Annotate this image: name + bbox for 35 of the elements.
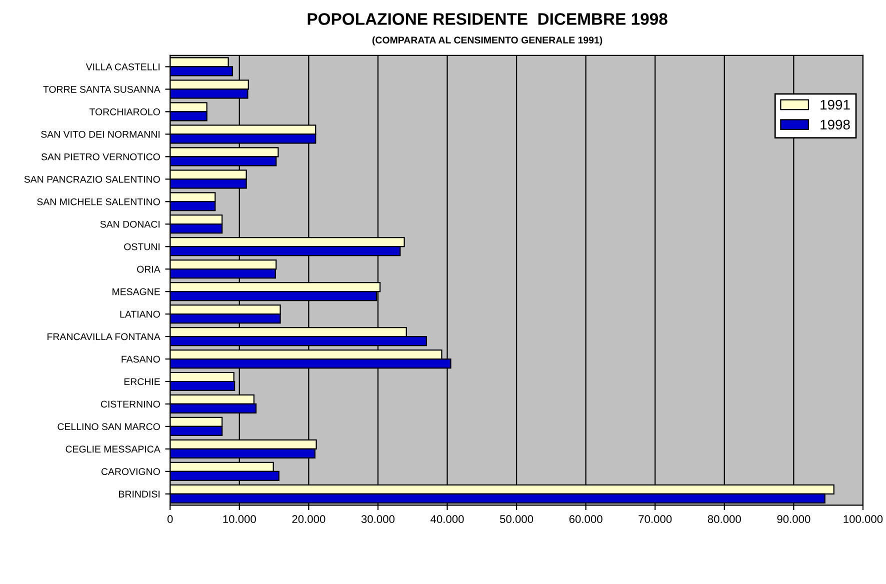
y-tick-label: OSTUNI: [124, 243, 160, 250]
y-tick-label: MESAGNE: [112, 288, 160, 296]
y-tick-label: TORCHIAROLO: [89, 108, 160, 116]
y-tick-label: SAN DONACI: [100, 220, 160, 228]
y-tick-label: SAN MICHELE SALENTINO: [37, 198, 160, 206]
x-tick-label: 80.000: [708, 515, 741, 524]
x-tick-label: 100.000: [844, 515, 883, 524]
x-tick-label: 40.000: [430, 515, 464, 524]
y-tick-label: SAN PIETRO VERNOTICO: [41, 153, 160, 160]
y-tick-label: CAROVIGNO: [101, 468, 160, 476]
legend-label: 1991: [820, 100, 850, 110]
y-tick-label: VILLA CASTELLI: [86, 63, 160, 70]
x-tick-label: 30.000: [361, 515, 395, 524]
x-tick-label: 90.000: [777, 515, 810, 524]
y-tick-label: SAN VITO DEI NORMANNI: [41, 130, 160, 138]
y-tick-label: SAN PANCRAZIO SALENTINO: [24, 176, 160, 183]
y-tick-label: CISTERNINO: [100, 400, 160, 408]
x-tick-label: 10.000: [223, 515, 256, 524]
y-tick-label: TORRE SANTA SUSANNA: [43, 86, 160, 93]
chart-title: POPOLAZIONE RESIDENTE DICEMBRE 1998: [308, 13, 668, 25]
y-tick-label: ORIA: [137, 266, 160, 273]
y-tick-label: ERCHIE: [124, 378, 160, 386]
x-tick-label: 70.000: [638, 515, 672, 524]
y-tick-label: CEGLIE MESSAPICA: [66, 446, 160, 453]
x-tick-label: 60.000: [569, 515, 602, 524]
legend-label: 1998: [820, 120, 850, 130]
x-tick-label: 0: [167, 515, 173, 524]
x-tick-label: 50.000: [500, 515, 534, 524]
y-tick-label: FASANO: [122, 356, 160, 363]
y-tick-label: CELLINO SAN MARCO: [58, 423, 160, 430]
chart-subtitle: (COMPARATA AL CENSIMENTO GENERALE 1991): [372, 36, 602, 46]
x-tick-label: 20.000: [292, 515, 326, 524]
y-tick-label: LATIANO: [120, 310, 160, 318]
y-tick-label: FRANCAVILLA FONTANA: [48, 333, 160, 340]
y-tick-label: BRINDISI: [119, 490, 160, 498]
